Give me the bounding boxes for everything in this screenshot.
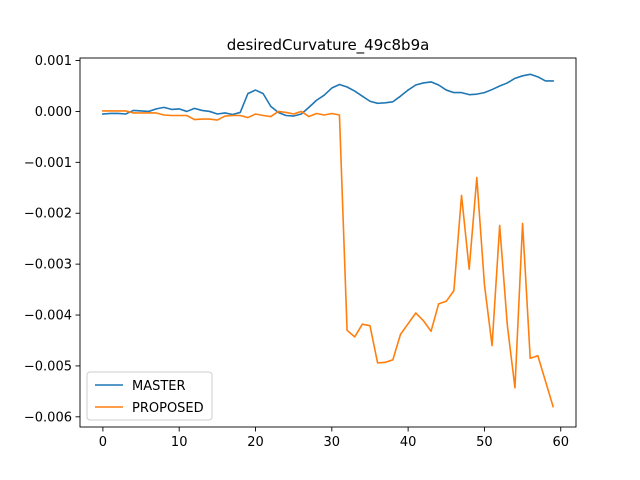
legend-label-master: MASTER (132, 379, 186, 394)
y-tick-label: 0.000 (35, 105, 72, 120)
y-tick-label: −0.006 (24, 410, 72, 425)
chart-title: desiredCurvature_49c8b9a (227, 36, 430, 55)
y-tick-label: −0.005 (24, 359, 72, 374)
legend: MASTER PROPOSED (86, 371, 213, 421)
legend-box (86, 371, 213, 421)
y-tick-label: 0.001 (35, 54, 72, 69)
x-tick-label: 20 (247, 435, 264, 450)
series-layer (102, 73, 555, 408)
axes-layer: 0 10 20 30 40 50 60 0.001 0.000 −0.001 −0.002 −0.00… (24, 54, 577, 450)
y-tick-label: −0.004 (24, 309, 72, 324)
x-tick-label: 10 (171, 435, 188, 450)
y-tick-label: −0.001 (24, 156, 72, 171)
y-tick-label: −0.003 (24, 258, 72, 273)
x-tick-label: 30 (324, 435, 341, 450)
x-tick-label: 50 (476, 435, 493, 450)
plot-frame (79, 57, 577, 428)
legend-label-proposed: PROPOSED (132, 401, 204, 416)
x-tick-label: 60 (552, 435, 569, 450)
series-line-master (102, 73, 554, 117)
series-line-proposed (102, 110, 555, 408)
x-tick-label: 40 (400, 435, 417, 450)
y-tick-label: −0.002 (24, 207, 72, 222)
x-tick-label: 0 (99, 435, 107, 450)
